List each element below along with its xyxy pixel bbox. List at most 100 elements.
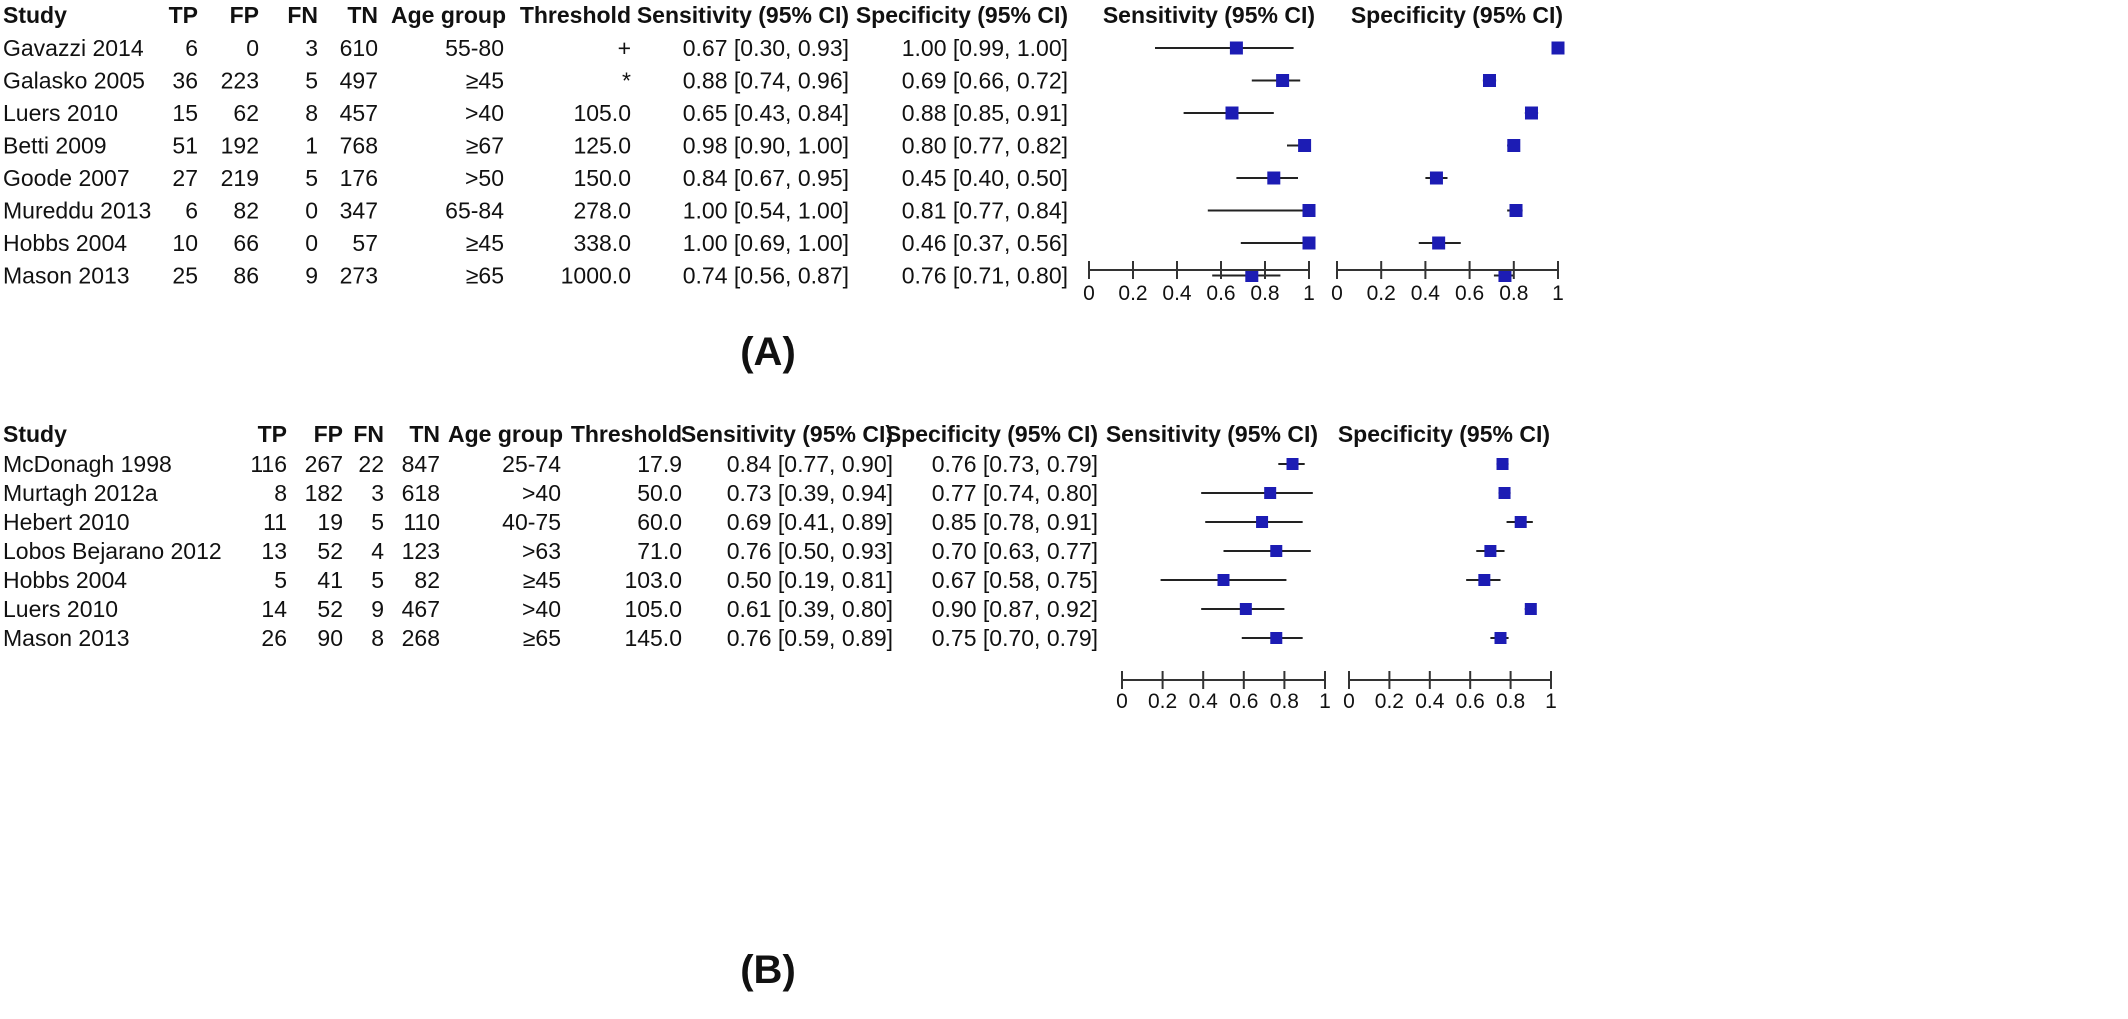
table-row: Murtagh 2012a 8 182 3 618 >40 50.0 0.73 [0.39, … <box>3 480 1511 506</box>
cell-spec-text: 0.45 [0.40, 0.50] <box>902 165 1068 191</box>
cell-fp: 182 <box>305 480 343 506</box>
cell-fp: 62 <box>233 100 259 126</box>
table-row: Lobos Bejarano 2012 13 52 4 123 >63 71.0 0.76 [… <box>3 538 1505 564</box>
cell-tn: 768 <box>340 133 378 159</box>
table-row: Luers 2010 15 62 8 457 >40 105.0 0.65 [0.43, 0.… <box>3 100 1539 126</box>
cell-sens-text: 0.67 [0.30, 0.93] <box>683 35 849 61</box>
cell-sens-text: 0.50 [0.19, 0.81] <box>727 567 893 593</box>
spec-point-marker <box>1484 545 1497 557</box>
cell-tn: 497 <box>340 68 378 94</box>
cell-fp: 192 <box>221 133 259 159</box>
cell-spec-text: 0.85 [0.78, 0.91] <box>932 509 1098 535</box>
tick-label: 0.2 <box>1375 690 1404 713</box>
cell-fn: 5 <box>371 509 384 535</box>
cell-age: 55-80 <box>445 35 504 61</box>
cell-threshold: 103.0 <box>624 567 682 593</box>
cell-age: ≥65 <box>523 625 561 651</box>
tick-label: 1 <box>1319 690 1331 713</box>
cell-threshold: 125.0 <box>573 133 631 159</box>
spec-point-marker <box>1494 632 1507 644</box>
cell-sens-text: 1.00 [0.69, 1.00] <box>683 230 849 256</box>
cell-age: >40 <box>522 480 561 506</box>
cell-tn: 123 <box>402 538 440 564</box>
cell-threshold: 71.0 <box>637 538 682 564</box>
cell-fn: 22 <box>358 451 384 477</box>
sens-x-axis: 0 0.2 0.4 0.6 0.8 1 <box>1116 671 1331 713</box>
cell-spec-text: 0.70 [0.63, 0.77] <box>932 538 1098 564</box>
cell-fp: 219 <box>221 165 259 191</box>
cell-threshold: 50.0 <box>637 480 682 506</box>
panel-label: (A) <box>740 330 796 374</box>
sens-point-marker <box>1264 487 1277 499</box>
forest-panel-b: Study TP FP FN TN Age group ThresholdSensitivi… <box>3 421 1557 992</box>
cell-fn: 0 <box>305 198 318 224</box>
study-name: Lobos Bejarano 2012 <box>3 538 222 564</box>
cell-fn: 8 <box>371 625 384 651</box>
cell-age: 40-75 <box>502 509 561 535</box>
cell-fn: 4 <box>371 538 384 564</box>
cell-tp: 51 <box>172 133 198 159</box>
spec-point-marker <box>1498 487 1511 499</box>
cell-tn: 273 <box>340 263 378 289</box>
spec-point-marker <box>1482 74 1496 87</box>
cell-tp: 36 <box>172 68 198 94</box>
sens-point-marker <box>1239 603 1252 615</box>
sens-point-marker <box>1245 269 1259 282</box>
study-name: Murtagh 2012a <box>3 480 158 506</box>
cell-spec-text: 1.00 [0.99, 1.00] <box>902 35 1068 61</box>
cell-tp: 15 <box>172 100 198 126</box>
sens-point-marker <box>1217 574 1230 586</box>
cell-sens-text: 0.74 [0.56, 0.87] <box>683 263 849 289</box>
study-name: Galasko 2005 <box>3 68 145 94</box>
cell-spec-text: 0.80 [0.77, 0.82] <box>902 133 1068 159</box>
cell-age: >40 <box>522 596 561 622</box>
cell-tn: 347 <box>340 198 378 224</box>
cell-tp: 13 <box>261 538 287 564</box>
tick-label: 0.4 <box>1162 282 1192 305</box>
table-row: Hobbs 2004 10 66 0 57 ≥45 338.0 1.00 [0.69, 1.0… <box>3 230 1461 256</box>
table-row: Mureddu 2013 6 82 0 347 65-84 278.0 1.00 [0.54,… <box>3 198 1523 224</box>
table-row: Goode 2007 27 219 5 176 >50 150.0 0.84 [0.67, 0… <box>3 165 1448 191</box>
column-header: Specificity (95% CI) <box>1338 421 1550 447</box>
cell-spec-text: 0.90 [0.87, 0.92] <box>932 596 1098 622</box>
sens-x-axis: 0 0.2 0.4 0.6 0.8 1 <box>1083 261 1315 305</box>
cell-threshold: 1000.0 <box>561 263 631 289</box>
spec-point-marker <box>1509 204 1523 217</box>
cell-spec-text: 0.46 [0.37, 0.56] <box>902 230 1068 256</box>
cell-sens-text: 0.73 [0.39, 0.94] <box>727 480 893 506</box>
spec-point-marker <box>1432 236 1446 250</box>
sens-point-marker <box>1286 458 1299 470</box>
tick-label: 0.4 <box>1415 690 1445 713</box>
spec-point-marker <box>1429 171 1443 185</box>
spec-point-marker <box>1551 41 1565 55</box>
tick-label: 0.8 <box>1270 690 1299 713</box>
sens-point-marker <box>1302 236 1316 250</box>
column-header: FP <box>314 421 343 447</box>
cell-fp: 52 <box>317 596 343 622</box>
cell-age: >50 <box>465 165 504 191</box>
cell-age: ≥45 <box>466 68 504 94</box>
spec-point-marker <box>1514 516 1527 528</box>
cell-fn: 8 <box>305 100 318 126</box>
study-name: Hobbs 2004 <box>3 567 127 593</box>
column-header: Sensitivity (95% CI) <box>637 2 849 28</box>
cell-tp: 27 <box>172 165 198 191</box>
cell-sens-text: 0.84 [0.67, 0.95] <box>683 165 849 191</box>
cell-threshold: 338.0 <box>573 230 631 256</box>
study-name: Betti 2009 <box>3 133 107 159</box>
tick-label: 0.8 <box>1250 282 1279 305</box>
column-header: TN <box>409 421 440 447</box>
spec-point-marker <box>1478 574 1491 586</box>
cell-tp: 116 <box>250 451 287 477</box>
cell-tn: 467 <box>402 596 440 622</box>
study-name: Mason 2013 <box>3 263 130 289</box>
cell-sens-text: 1.00 [0.54, 1.00] <box>683 198 849 224</box>
column-header: TN <box>347 2 378 28</box>
spec-point-marker <box>1496 458 1509 470</box>
tick-label: 0.8 <box>1496 690 1525 713</box>
cell-threshold: 278.0 <box>573 198 631 224</box>
cell-age: 25-74 <box>502 451 561 477</box>
sens-point-marker <box>1229 41 1243 55</box>
cell-fp: 223 <box>221 68 259 94</box>
cell-threshold: 150.0 <box>573 165 631 191</box>
